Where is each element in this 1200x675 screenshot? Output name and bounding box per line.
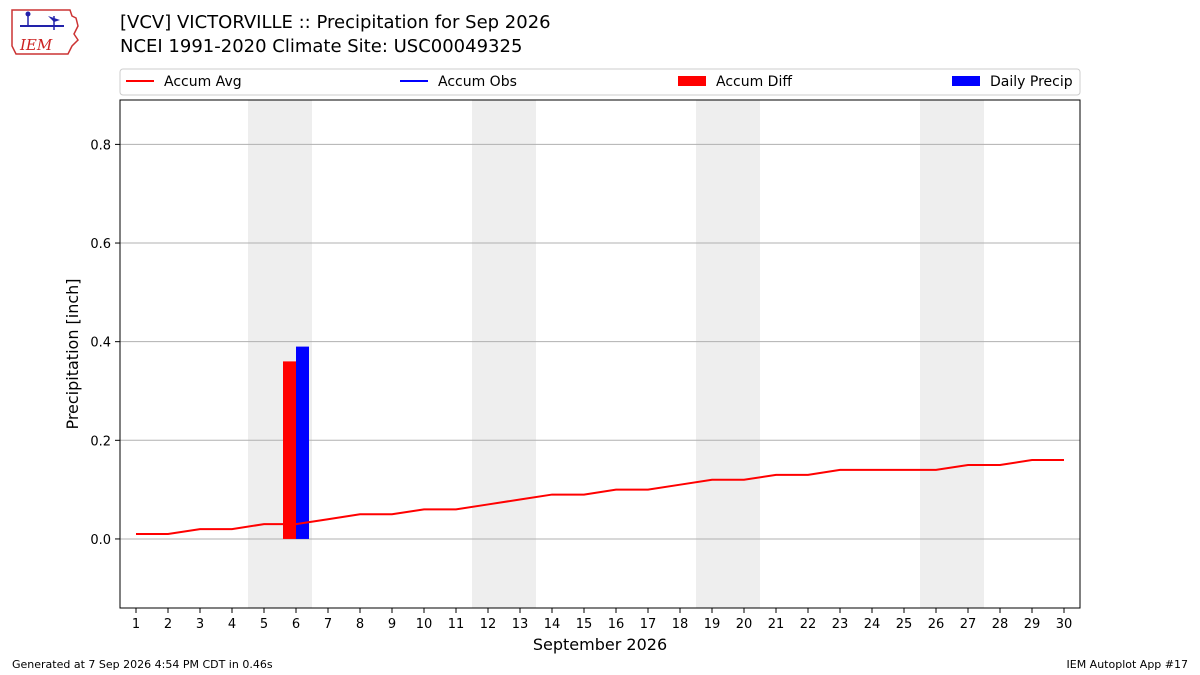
app-note: IEM Autoplot App #17: [1066, 658, 1189, 671]
x-tick-label: 15: [576, 617, 593, 632]
legend-label: Accum Obs: [438, 74, 517, 90]
y-tick-label: 0.8: [90, 138, 111, 153]
bar-daily-precip: [296, 346, 309, 539]
iem-logo: IEM: [11, 9, 79, 55]
x-tick-label: 5: [260, 617, 268, 632]
legend-box: [119, 68, 1081, 96]
x-tick-label: 1: [132, 617, 140, 632]
x-tick-label: 26: [928, 617, 945, 632]
x-tick-label: 13: [512, 617, 529, 632]
bar-accum-diff: [283, 361, 296, 539]
weekend-shade-3: [696, 100, 760, 608]
generated-note: Generated at 7 Sep 2026 4:54 PM CDT in 0…: [12, 658, 273, 671]
x-tick-label: 7: [324, 617, 332, 632]
x-tick-label: 17: [640, 617, 657, 632]
x-tick-label: 2: [164, 617, 172, 632]
legend-label: Accum Diff: [716, 74, 792, 90]
x-tick-label: 30: [1056, 617, 1073, 632]
x-tick-label: 16: [608, 617, 625, 632]
y-axis-label: Precipitation [inch]: [63, 278, 82, 429]
line-accum-avg: [136, 459, 1064, 536]
weekend-shade-4: [920, 100, 984, 608]
weekend-shade-2: [472, 100, 536, 608]
x-tick-label: 18: [672, 617, 689, 632]
legend-swatch: [678, 76, 706, 86]
x-axis-label: September 2026: [533, 635, 667, 654]
x-tick-label: 28: [992, 617, 1009, 632]
x-tick-label: 4: [228, 617, 236, 632]
x-tick-label: 11: [448, 617, 465, 632]
y-tick-label: 0.6: [90, 237, 111, 252]
x-tick-label: 29: [1024, 617, 1041, 632]
svg-text:IEM: IEM: [19, 36, 53, 54]
chart-title: [VCV] VICTORVILLE :: Precipitation for S…: [120, 12, 551, 33]
x-tick-label: 23: [832, 617, 849, 632]
x-tick-label: 27: [960, 617, 977, 632]
x-tick-label: 9: [388, 617, 396, 632]
x-tick-label: 22: [800, 617, 817, 632]
x-tick-label: 20: [736, 617, 753, 632]
x-tick-label: 6: [292, 617, 300, 632]
x-tick-label: 3: [196, 617, 204, 632]
x-tick-label: 19: [704, 617, 721, 632]
x-tick-label: 24: [864, 617, 881, 632]
y-tick-label: 0.2: [90, 434, 111, 449]
y-tick-label: 0.4: [90, 336, 111, 351]
x-tick-label: 8: [356, 617, 364, 632]
plot-frame: [119, 99, 1081, 609]
legend-label: Accum Avg: [164, 74, 242, 90]
legend-label: Daily Precip: [990, 74, 1073, 90]
x-tick-label: 14: [544, 617, 561, 632]
x-tick-label: 25: [896, 617, 913, 632]
x-tick-label: 12: [480, 617, 497, 632]
legend-swatch: [952, 76, 980, 86]
y-tick-label: 0.0: [90, 533, 111, 548]
chart-subtitle: NCEI 1991-2020 Climate Site: USC00049325: [120, 36, 523, 57]
x-tick-label: 21: [768, 617, 785, 632]
x-tick-label: 10: [416, 617, 433, 632]
